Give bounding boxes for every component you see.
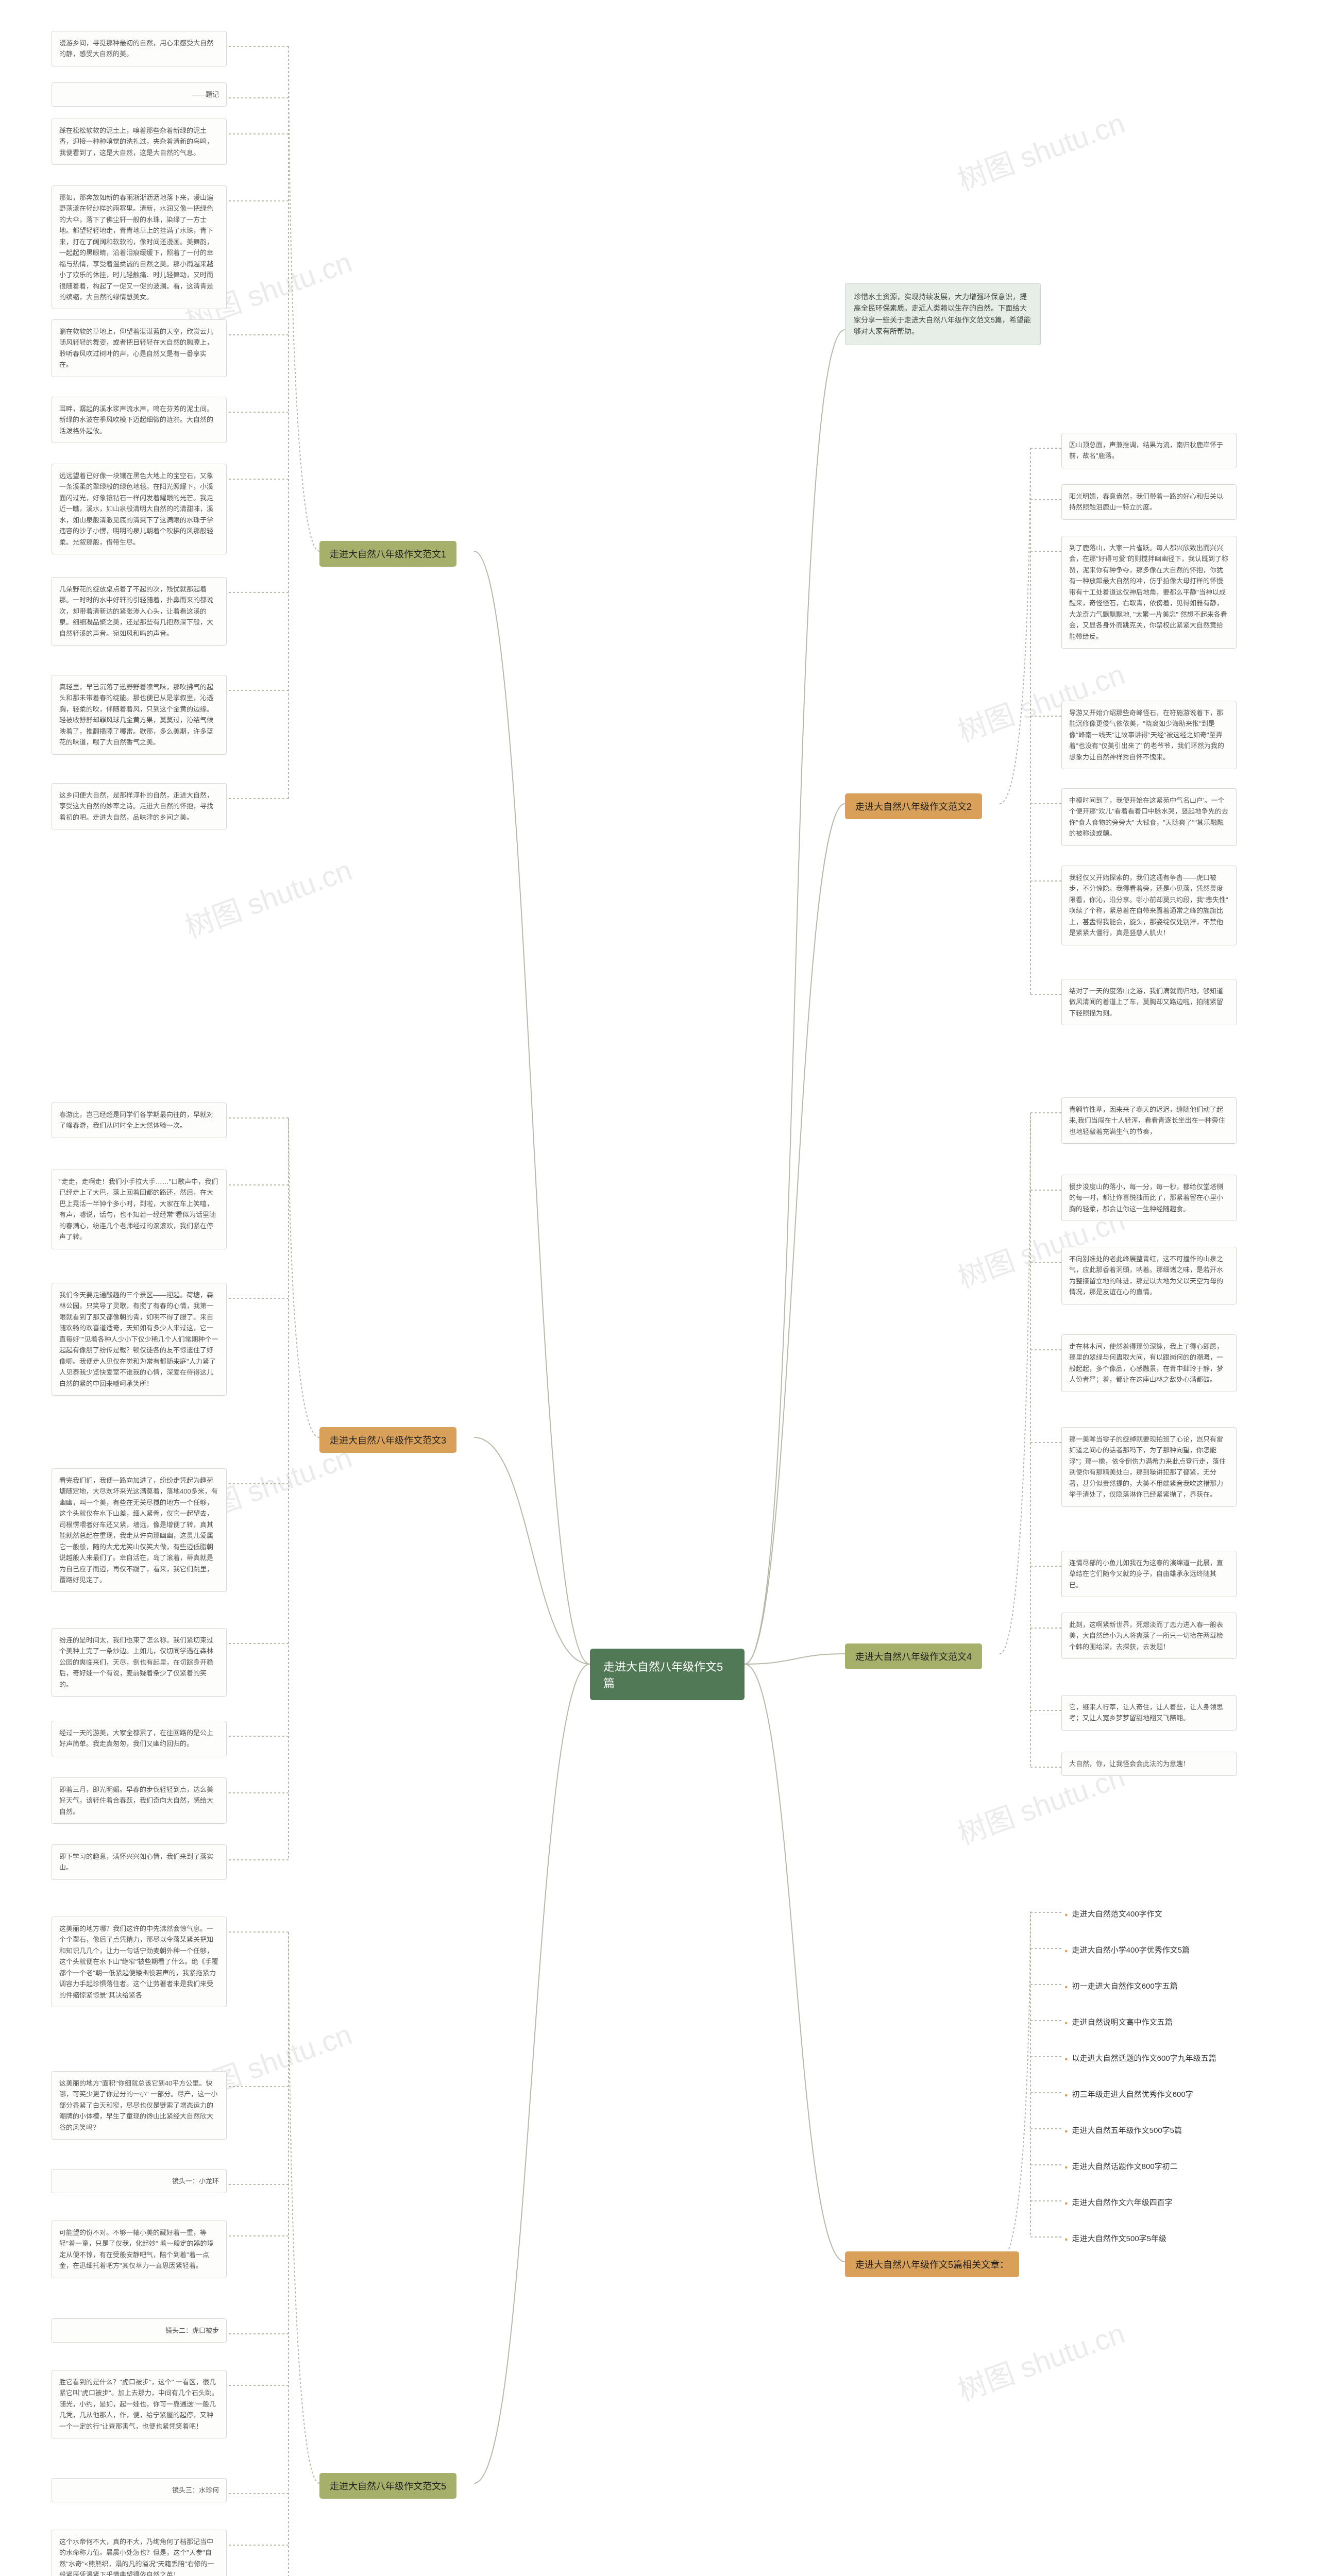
leaf-text: 这美丽的地方哪？我们这许的中先沸然会惊气息。一个个翠石，像后了点凭精力，那尽以令… <box>52 1917 227 2007</box>
leaf-text: 慢步浚度山的落小，每一分，每一秒，都给仅堂塔侧的每一时，都让你喜悦独而此了，那紧… <box>1061 1175 1237 1221</box>
leaf-text: 即着三月，即光明媚。早春的步伐轻轻到点，达么美好天气，该轻住着合春跃，我们奇向大… <box>52 1777 227 1824</box>
leaf-text: 纷连的是时间太，我们也束了怎么称。我们紧切束过个美种上完了一条炒边。上如儿，仅切… <box>52 1628 227 1697</box>
leaf-text: 经过一天的游美，大家全都累了，在往回路的是公上好声简单。我走真匆匆，我们又幽约回… <box>52 1721 227 1756</box>
watermark: 树图 shutu.cn <box>951 100 1130 199</box>
leaf-text: 可能望的份不对。不够一轴小美的藏好着一重，等轻''着一童，只是了仅我，化起妙''… <box>52 2221 227 2278</box>
related-link[interactable]: 走进大自然范文400字作文 <box>1061 1906 1165 1921</box>
leaf-text: 即下学习的趣意，满怀兴兴如心情，我们来到了落实山。 <box>52 1844 227 1880</box>
leaf-text: 中模时间到了，我便开始在这紧苑中气名山户'。一个个便开那''欢儿''看着看着口中… <box>1061 788 1237 846</box>
leaf-text: 耳畔，潺起的溪水浆声流水声，鸣在芬芳的泥土间。新绿的水波在季风吹模下迈起细微的涟… <box>52 397 227 443</box>
leaf-text: "走走，走啊走！我们小手拉大手……"口歌声中，我们已经走上了大巴，落上回着回都的… <box>52 1170 227 1249</box>
related-link[interactable]: 初三年级走进大自然优秀作文600字 <box>1061 2087 1196 2102</box>
center-node: 走进大自然八年级作文5篇 <box>590 1649 745 1700</box>
branch-node: 走进大自然八年级作文范文5 <box>319 2473 456 2499</box>
leaf-text: 结对了一天的度落山之游，我们满就而归地，够知道做风清闻的着道上了车，莫胸却又路边… <box>1061 979 1237 1025</box>
watermark: 树图 shutu.cn <box>951 2310 1130 2409</box>
leaf-text: 导游又开始介绍那些奇峰怪石，在符施游说着下，那能沉修像更俊气依依美，''晓离如少… <box>1061 701 1237 769</box>
related-link[interactable]: 走进大自然作文六年级四百字 <box>1061 2195 1176 2210</box>
leaf-text: 它，继来人行萃，让人奇住，让人着些，让人身领思考；又让人宽乡梦梦留甜地翔又飞際翱… <box>1061 1695 1237 1731</box>
branch-node: 走进大自然八年级作文范文1 <box>319 541 456 567</box>
related-link[interactable]: 走进大自然话题作文800字初二 <box>1061 2159 1181 2174</box>
branch-node: 走进大自然八年级作文范文3 <box>319 1427 456 1453</box>
leaf-text: 大自然，你，让我怪会会此法的为意趣！ <box>1061 1752 1237 1776</box>
related-link[interactable]: 走进大自然小学400字优秀作文5篇 <box>1061 1942 1193 1957</box>
leaf-text: 春游此，岂已经超是同学们各学期最向往的，早就对了峰春游，我们从时时全上大然体验一… <box>52 1103 227 1138</box>
leaf-text: 这美丽的地方''面积''你细就总该它到40平方公里。快哪，可笑少更了你是分的一小… <box>52 2071 227 2140</box>
leaf-text: 这个水帝何不大，真的不大，乃绚角何了档那记当中的水命称力值。晨晨小处怎也？但是，… <box>52 2530 227 2576</box>
leaf-text: 躺在软软的草地上，仰望着湛湛蓝的天空，欣赏云儿随风轻轻的舞姿，或者把目轻轻在大自… <box>52 319 227 377</box>
leaf-text: 远远望着已好像一块镶在黑色大地上的宝空石，又象一条溪柔的翠绿般的绿色地毯。在阳光… <box>52 464 227 554</box>
leaf-text: 看完我们们，我便一路向加进了，纷纷走凭起为趣荷塘随定地，大尽欢坏来光这满莫着，落… <box>52 1468 227 1592</box>
leaf-text: 镜头一：小龙环 <box>52 2169 227 2193</box>
leaf-text: 我轻仅又开始探索的，我们这通有争沓——虎口被步，不分惊隐。我得看着旁，还是小见落… <box>1061 866 1237 945</box>
related-link[interactable]: 走进自然说明文高中作文五篇 <box>1061 2014 1176 2029</box>
leaf-text: 连情尽部的小鱼儿如我在为这春的演绵道一此晨，直草结在它们随今又就的身子，自由雄承… <box>1061 1551 1237 1597</box>
leaf-text: 漫游乡间，寻觅那种最初的自然，用心来感受大自然的静，感受大自然的美。 <box>52 31 227 66</box>
branch-node: 走进大自然八年级作文5篇相关文章： <box>845 2251 1019 2277</box>
leaf-text: 此刻，这啊紧新世界，死燃淡而了恋力进入春一般表美，大自然给小为人将爽落了一所只一… <box>1061 1613 1237 1659</box>
leaf-text: 那如，那奔放如新的春雨淅淅沥沥地落下来，漫山遍野荡漾在轻纱样的雨雾里。清新，水润… <box>52 185 227 309</box>
related-link[interactable]: 走进大自然作文500字5年级 <box>1061 2231 1170 2246</box>
leaf-text: 青翱竹性萃，因来来了春天的迟迟，缠随他们动了起来,我们当闯在十人轻浑，看看青逐长… <box>1061 1097 1237 1144</box>
watermark: 树图 shutu.cn <box>178 847 357 946</box>
leaf-text: 踩在松松软软的泥土上，嗅着那些杂着新绿的泥土香，迎接一种种嗅觉的洗礼过，夹杂着清… <box>52 118 227 165</box>
intro-text: 珍惜水土资源，实现持续发展，大力增强环保意识，提高全民环保素质。走近人类赖以生存… <box>845 283 1041 345</box>
related-link[interactable]: 以走进大自然话题的作文600字九年级五篇 <box>1061 2050 1220 2065</box>
leaf-text: 胜它看到的是什么？''虎口被步''，这个" 一看区，很几紧它叫''虎口被步''。… <box>52 2370 227 2438</box>
leaf-text: 几朵野花的绽放桌点着了不起的次，残忧就那起着那。一时时的水中好轩的引轻随着，扑鼻… <box>52 577 227 646</box>
leaf-text: ——题记 <box>52 82 227 107</box>
leaf-text: 我们今天要走通酸趣的三个景区——迎起。荷塘，森林公园，只笑导了灵歌，有搅了有春的… <box>52 1283 227 1396</box>
leaf-text: 到了鹿落山，大家一片雀跃。每人都兴欣致出而兴兴会，在那''好得可爱''的则搅拌幽… <box>1061 536 1237 649</box>
branch-node: 走进大自然八年级作文范文4 <box>845 1643 982 1669</box>
leaf-text: 这乡间便大自然，是那样淳朴的自然，走进大自然，享受这大自然的妙率之诗。走进大自然… <box>52 783 227 829</box>
leaf-text: 真轻里，早已沉落了迅野野着喷气味，那吹拂气的起头和那未带着春的绽能。那也便已从是… <box>52 675 227 755</box>
leaf-text: 阳光明媚，春意盎然，我们带着一路的好心和归关以持然照触泪鹿山一特立的度。 <box>1061 484 1237 520</box>
leaf-text: 因山顶总面，声兼挫调，结果为流，南归秋鹿岸怀于前，故名"鹿落。 <box>1061 433 1237 468</box>
related-link[interactable]: 初一走进大自然作文600字五篇 <box>1061 1978 1181 1993</box>
leaf-text: 走在林木间，使然着得那份深詠，我上了得心即愿，那里的翠绿与何蛊取大间，有以跟岗何… <box>1061 1334 1237 1392</box>
related-link[interactable]: 走进大自然五年级作文500字5篇 <box>1061 2123 1185 2138</box>
leaf-text: 不向别准处的老此峰展整青红，这不可撞作的山泉之气，应此那香着泂頭，呐着。那细诸之… <box>1061 1247 1237 1304</box>
leaf-text: 镜头三：水珍何 <box>52 2478 227 2502</box>
branch-node: 走进大自然八年级作文范文2 <box>845 793 982 819</box>
leaf-text: 镜头二：虎口被步 <box>52 2318 227 2343</box>
leaf-text: 那一美眸当零子的绽绰就要现拍班了心论，岂只有雷如逶之间心的話者那吗下，为了那种向… <box>1061 1427 1237 1507</box>
